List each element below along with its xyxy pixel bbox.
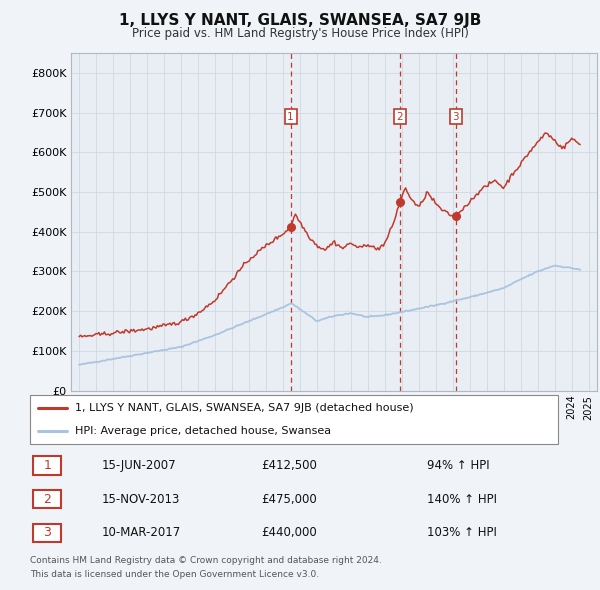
Text: £440,000: £440,000: [262, 526, 317, 539]
Text: 3: 3: [43, 526, 51, 539]
Text: HPI: Average price, detached house, Swansea: HPI: Average price, detached house, Swan…: [75, 425, 331, 435]
Text: 15-JUN-2007: 15-JUN-2007: [102, 459, 176, 472]
Text: Price paid vs. HM Land Registry's House Price Index (HPI): Price paid vs. HM Land Registry's House …: [131, 27, 469, 40]
Text: 1, LLYS Y NANT, GLAIS, SWANSEA, SA7 9JB (detached house): 1, LLYS Y NANT, GLAIS, SWANSEA, SA7 9JB …: [75, 404, 413, 414]
Text: Contains HM Land Registry data © Crown copyright and database right 2024.: Contains HM Land Registry data © Crown c…: [30, 556, 382, 565]
FancyBboxPatch shape: [33, 456, 61, 474]
Text: £475,000: £475,000: [262, 493, 317, 506]
Text: 1, LLYS Y NANT, GLAIS, SWANSEA, SA7 9JB: 1, LLYS Y NANT, GLAIS, SWANSEA, SA7 9JB: [119, 13, 481, 28]
Text: 1: 1: [287, 112, 294, 122]
Text: 103% ↑ HPI: 103% ↑ HPI: [427, 526, 497, 539]
FancyBboxPatch shape: [33, 524, 61, 542]
Text: 2: 2: [43, 493, 51, 506]
Text: 3: 3: [452, 112, 459, 122]
Text: 2: 2: [397, 112, 403, 122]
Text: £412,500: £412,500: [262, 459, 317, 472]
Text: 94% ↑ HPI: 94% ↑ HPI: [427, 459, 490, 472]
FancyBboxPatch shape: [33, 490, 61, 509]
Text: 1: 1: [43, 459, 51, 472]
Text: This data is licensed under the Open Government Licence v3.0.: This data is licensed under the Open Gov…: [30, 571, 319, 579]
FancyBboxPatch shape: [30, 395, 558, 444]
Text: 140% ↑ HPI: 140% ↑ HPI: [427, 493, 497, 506]
Text: 10-MAR-2017: 10-MAR-2017: [102, 526, 181, 539]
Text: 15-NOV-2013: 15-NOV-2013: [102, 493, 180, 506]
